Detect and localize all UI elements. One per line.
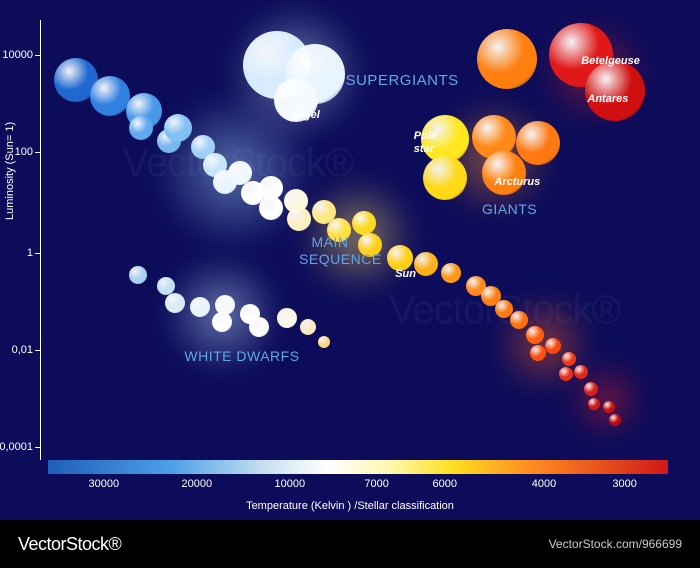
star-name-label: Rigel	[293, 109, 320, 121]
star-name-label: Arcturus	[494, 176, 540, 188]
star-name-label: Betelgeuse	[581, 55, 640, 67]
y-tick-label: 0,0001	[0, 441, 33, 453]
star	[584, 382, 598, 396]
star	[165, 293, 185, 313]
star	[516, 121, 560, 165]
star-name-label: Pole	[414, 130, 437, 142]
x-tick-label: 30000	[89, 478, 120, 490]
y-tick	[35, 55, 41, 56]
star-name-label: Sun	[395, 268, 416, 280]
region-label: SUPERGIANTS	[346, 72, 459, 89]
star	[90, 76, 130, 116]
x-axis-labels: 30000 20000 10000 7000 6000 4000 3000	[48, 478, 668, 494]
y-tick	[35, 152, 41, 153]
star	[559, 367, 573, 381]
x-tick-label: 4000	[532, 478, 556, 490]
star	[588, 398, 600, 410]
temperature-gradient-bar	[48, 460, 668, 474]
star	[129, 266, 147, 284]
footer-attribution: VectorStock.com/966699	[549, 537, 682, 551]
star	[212, 312, 232, 332]
star	[228, 161, 252, 185]
y-tick-label: 1	[27, 247, 33, 259]
star	[609, 414, 621, 426]
x-tick-label: 3000	[612, 478, 636, 490]
star	[352, 211, 376, 235]
star	[585, 61, 645, 121]
region-label: MAIN	[312, 234, 349, 250]
region-label: SEQUENCE	[299, 251, 382, 267]
star	[562, 352, 576, 366]
footer-brand: VectorStock®	[18, 534, 121, 555]
footer-bar: VectorStock® VectorStock.com/966699	[0, 520, 700, 568]
star	[545, 338, 561, 354]
region-label: WHITE DWARFS	[184, 348, 299, 364]
star-name-label: star	[414, 143, 434, 155]
star	[164, 114, 192, 142]
star	[287, 207, 311, 231]
x-tick-label: 20000	[182, 478, 213, 490]
star	[477, 29, 537, 89]
y-tick	[35, 350, 41, 351]
y-tick-label: 10000	[2, 49, 33, 61]
y-tick-label: 0,01	[12, 344, 33, 356]
x-tick-label: 10000	[275, 478, 306, 490]
star	[259, 176, 283, 200]
star	[249, 317, 269, 337]
star	[423, 156, 467, 200]
star	[441, 263, 461, 283]
x-axis-title: Temperature (Kelvin ) /Stellar classific…	[0, 500, 700, 512]
y-axis-title: Luminosity (Sun= 1)	[4, 122, 16, 220]
star	[574, 365, 588, 379]
star	[530, 345, 546, 361]
star	[387, 245, 413, 271]
region-label: GIANTS	[482, 201, 537, 217]
star	[414, 252, 438, 276]
y-tick	[35, 253, 41, 254]
star	[603, 401, 615, 413]
star	[277, 308, 297, 328]
y-tick-label: 100	[15, 146, 33, 158]
star	[482, 151, 526, 195]
y-tick	[35, 447, 41, 448]
star	[129, 116, 153, 140]
hr-diagram: Luminosity (Sun= 1) 1000010010,010,0001 …	[0, 0, 700, 520]
x-tick-label: 6000	[433, 478, 457, 490]
star	[300, 319, 316, 335]
y-axis: 1000010010,010,0001	[40, 20, 41, 460]
star	[526, 326, 544, 344]
star	[190, 297, 210, 317]
star	[157, 277, 175, 295]
x-tick-label: 7000	[364, 478, 388, 490]
star	[510, 311, 528, 329]
star-name-label: Antares	[587, 93, 628, 105]
star	[318, 336, 330, 348]
plot-area: VectorStock®VectorStock®SUPERGIANTSGIANT…	[48, 20, 668, 452]
